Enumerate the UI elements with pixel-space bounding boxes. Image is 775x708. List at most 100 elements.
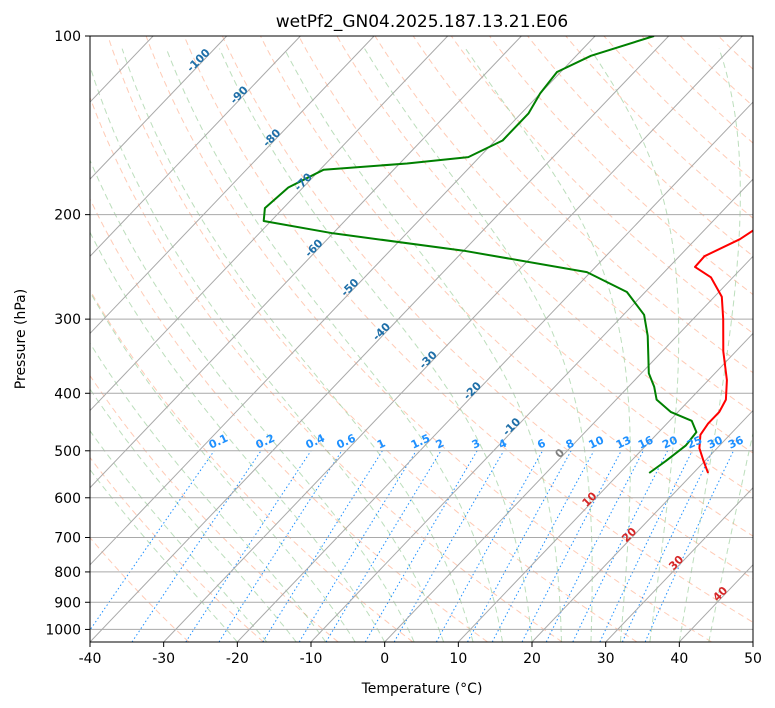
isotherm-label: -70 bbox=[292, 170, 315, 193]
moist-adiabat-line bbox=[90, 290, 356, 642]
isotherm-line bbox=[90, 36, 375, 335]
mixing-ratio-line bbox=[364, 450, 478, 642]
y-axis-title: Pressure (hPa) bbox=[13, 289, 29, 389]
isotherm-line bbox=[90, 36, 449, 412]
isotherm-label: -40 bbox=[370, 320, 393, 343]
isotherm-label: -30 bbox=[417, 348, 440, 371]
moist-adiabat-line bbox=[678, 48, 741, 642]
isotherm-line bbox=[163, 36, 743, 642]
dry-adiabat-line bbox=[260, 36, 753, 537]
mixing-ratio-label: 20 bbox=[660, 433, 680, 451]
moist-adiabat-line bbox=[708, 431, 753, 642]
isotherm-line bbox=[90, 36, 596, 566]
isotherm-line bbox=[457, 332, 753, 642]
isotherm-label: 40 bbox=[710, 584, 730, 604]
moist-adiabat-line bbox=[219, 48, 533, 642]
profiles bbox=[262, 36, 753, 474]
x-tick-label: 30 bbox=[597, 651, 615, 667]
mixing-ratio-label: 0.4 bbox=[304, 431, 327, 451]
x-tick-label: 10 bbox=[449, 651, 467, 667]
dry-adiabat-line bbox=[107, 36, 638, 642]
mixing-ratio-label: 8 bbox=[564, 437, 576, 452]
dry-adiabat-line bbox=[90, 198, 488, 642]
dry-adiabat-line bbox=[527, 36, 753, 257]
dry-adiabat-line bbox=[489, 36, 753, 296]
y-tick-label: 700 bbox=[54, 531, 81, 547]
dry-adiabat-line bbox=[90, 374, 339, 642]
dry-adiabat-line bbox=[412, 36, 753, 374]
y-tick-label: 800 bbox=[54, 565, 81, 581]
mixing-ratio-label: 6 bbox=[535, 436, 548, 451]
moist-adiabat-line bbox=[90, 429, 268, 642]
mixing-ratio-label: 36 bbox=[726, 433, 746, 451]
isotherm-line bbox=[90, 36, 301, 258]
isotherm-line bbox=[384, 255, 753, 642]
dry-adiabat-line bbox=[90, 289, 414, 642]
mixing-ratio-line bbox=[435, 450, 544, 642]
moist-adiabat-line bbox=[90, 231, 386, 642]
y-axis: 100 200 300 400 500 600 700 800 900 1000 bbox=[45, 29, 90, 638]
moist-adiabat-line bbox=[90, 468, 238, 642]
isotherm-line bbox=[90, 36, 670, 642]
moist-adiabat-line bbox=[364, 48, 593, 642]
mixing-ratio-line bbox=[467, 450, 572, 642]
mixing-ratio-line bbox=[545, 450, 644, 642]
mixing-ratio-label: 13 bbox=[614, 433, 633, 451]
isotherm-label: -50 bbox=[338, 276, 361, 299]
x-tick-label: -20 bbox=[226, 651, 249, 667]
temperature-profile-line bbox=[694, 229, 753, 474]
isotherm-label: -60 bbox=[302, 236, 325, 259]
mixing-ratio-label: 10 bbox=[587, 433, 607, 451]
y-tick-label: 600 bbox=[54, 491, 81, 507]
dry-adiabat-line bbox=[757, 36, 775, 642]
y-tick-label: 100 bbox=[54, 29, 81, 45]
x-tick-label: 50 bbox=[744, 651, 762, 667]
mixing-ratio-line bbox=[325, 450, 442, 642]
x-tick-label: -30 bbox=[152, 651, 175, 667]
isotherm-line bbox=[90, 36, 228, 180]
y-tick-label: 200 bbox=[54, 208, 81, 224]
plot-frame bbox=[89, 35, 754, 643]
mixing-ratio-line bbox=[572, 450, 669, 642]
isotherm-label: -100 bbox=[184, 46, 213, 75]
grid-lines bbox=[0, 36, 753, 642]
dry-adiabat-line bbox=[145, 36, 712, 642]
y-tick-label: 500 bbox=[54, 444, 81, 460]
mixing-ratio-label: 0.6 bbox=[334, 431, 357, 451]
dry-adiabat-line bbox=[221, 36, 753, 580]
mixing-ratio-label: 2 bbox=[434, 437, 446, 452]
isotherm-line bbox=[310, 178, 753, 642]
isotherm-label: 10 bbox=[580, 489, 600, 509]
dry-adiabat-line bbox=[374, 36, 753, 414]
isotherm-line bbox=[236, 101, 753, 642]
mixing-ratio-label: 16 bbox=[636, 433, 656, 451]
mixing-ratio-label: 0.2 bbox=[254, 432, 277, 452]
y-tick-label: 300 bbox=[54, 312, 81, 328]
mixing-ratio-line bbox=[644, 450, 734, 642]
y-tick-label: 900 bbox=[54, 595, 81, 611]
x-tick-label: -40 bbox=[79, 651, 102, 667]
y-tick-label: 400 bbox=[54, 386, 81, 402]
dry-adiabat-line bbox=[565, 36, 753, 219]
moist-adiabat-line bbox=[589, 48, 680, 642]
isotherm-label: -20 bbox=[461, 379, 484, 402]
x-tick-label: 0 bbox=[380, 651, 389, 667]
moist-adiabat-line bbox=[465, 48, 631, 642]
background-lines bbox=[90, 36, 775, 642]
chart-title: wetPf2_GN04.2025.187.13.21.E06 bbox=[276, 12, 568, 32]
mixing-ratio-line bbox=[393, 450, 505, 642]
mixing-ratio-line bbox=[298, 450, 417, 642]
moist-adiabat-line bbox=[90, 64, 445, 642]
dry-adiabat-line bbox=[298, 36, 753, 495]
isotherm-label: -10 bbox=[500, 415, 523, 438]
x-tick-label: 20 bbox=[523, 651, 541, 667]
mixing-ratio-label: 1 bbox=[375, 437, 387, 452]
isotherm-label: 20 bbox=[619, 525, 639, 545]
isotherm-label: 30 bbox=[666, 553, 686, 573]
isotherm-line bbox=[0, 36, 6, 642]
x-axis: -40 -30 -20 -10 0 10 20 30 40 50 bbox=[79, 642, 762, 667]
moist-adiabat-line bbox=[90, 158, 415, 642]
mixing-ratio-line bbox=[90, 450, 215, 631]
isotherm-line bbox=[605, 487, 753, 642]
